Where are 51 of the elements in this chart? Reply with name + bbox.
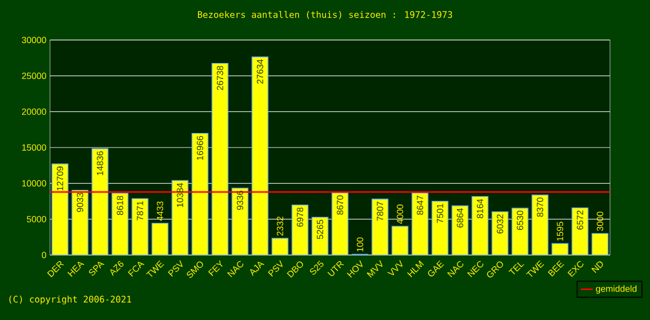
data-label: 6032	[496, 214, 504, 234]
bar	[252, 56, 268, 255]
bar	[272, 238, 288, 255]
x-tick-label: TEL	[508, 262, 524, 274]
data-label: 7501	[436, 204, 444, 223]
data-label: 6530	[516, 210, 524, 230]
data-label: 16966	[196, 136, 204, 160]
chart-title: Bezoekers aantallen (thuis) seizoen : 1972-1973	[198, 10, 452, 20]
legend-label: gemiddeld	[596, 285, 636, 294]
y-tick-label: 15000	[22, 144, 46, 151]
data-label: 27634	[256, 59, 264, 84]
y-tick-label: 25000	[22, 72, 46, 80]
data-label: 8618	[116, 196, 124, 215]
x-tick-label: UTR	[327, 261, 344, 276]
data-label: 5265	[316, 220, 324, 240]
data-label: 7807	[376, 202, 384, 221]
data-label: 26738	[216, 66, 224, 90]
data-label: 12709	[56, 166, 64, 190]
data-label: 2332	[276, 216, 284, 236]
x-tick-label: AZ6	[110, 261, 124, 276]
x-tick-label: AJA	[250, 262, 264, 276]
data-label: 4433	[156, 201, 164, 221]
y-tick-label: 30000	[22, 36, 46, 44]
text: (C) copyright 2006-2021	[9, 296, 132, 304]
data-label: 14836	[96, 151, 104, 176]
x-tick-label: FCA	[128, 262, 144, 277]
bar	[212, 62, 228, 255]
bar	[152, 223, 168, 255]
data-label: 100	[356, 237, 364, 252]
data-label: 8647	[416, 196, 424, 215]
bar	[392, 226, 408, 255]
x-tick-label: S25	[310, 260, 324, 275]
data-label: 9033	[76, 192, 84, 212]
y-tick-label: 0	[42, 252, 46, 258]
data-label: 10384	[176, 183, 184, 208]
data-label: 8670	[336, 195, 344, 215]
data-label: 4000	[396, 204, 404, 224]
y-tick-label: 20000	[22, 108, 46, 115]
data-label: 9336	[236, 190, 244, 210]
data-label: 8370	[536, 198, 544, 217]
data-label: 8164	[476, 198, 484, 218]
data-label: 6978	[296, 208, 304, 227]
data-label: 6864	[456, 208, 464, 228]
y-tick-label: 5000	[26, 216, 46, 222]
x-tick-label: SPA	[88, 262, 104, 276]
data-label: 6572	[576, 210, 584, 230]
x-tick-label: ND	[591, 261, 603, 273]
data-label: 1595	[556, 222, 564, 241]
data-label: 3000	[596, 212, 604, 231]
data-label: 7871	[136, 201, 144, 220]
y-tick-label: 10000	[22, 180, 46, 187]
